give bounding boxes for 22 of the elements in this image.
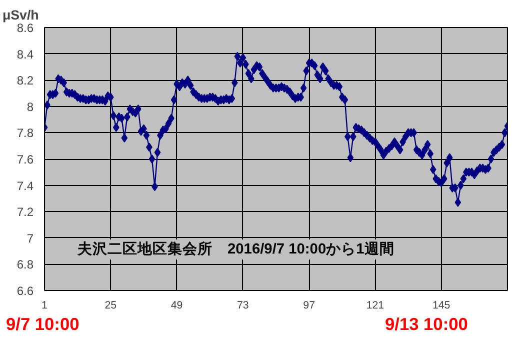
y-tick-label: 8.2 — [16, 74, 34, 88]
x-tick-label: 73 — [237, 300, 249, 312]
y-axis-title: μSv/h — [2, 8, 39, 22]
y-tick-label: 6.6 — [16, 284, 34, 298]
text: 9/7 10:00 — [6, 313, 80, 336]
x-tick-label: 145 — [432, 300, 450, 312]
x-tick-label: 49 — [170, 300, 183, 312]
text: 夫沢二区地区集会所 2016/9/7 10:00から1週間 — [76, 240, 394, 258]
x-tick-label: 121 — [366, 300, 384, 312]
y-tick-label: 7.4 — [16, 178, 34, 193]
y-tick-label: 7 — [26, 231, 34, 246]
y-tick-label: 7.6 — [16, 152, 34, 166]
text: 9/13 10:00 — [385, 313, 468, 336]
x-tick-label: 25 — [104, 300, 117, 312]
y-tick-label: 8.6 — [16, 21, 34, 35]
x-tick-label: 1 — [42, 300, 48, 312]
y-tick-label: 7.8 — [16, 126, 34, 140]
y-tick-label: 8.4 — [16, 47, 34, 62]
y-tick-label: 8 — [26, 100, 34, 114]
y-tick-label: 7.2 — [16, 205, 34, 220]
y-tick-label: 6.8 — [16, 258, 34, 272]
x-tick-label: 97 — [303, 300, 316, 312]
